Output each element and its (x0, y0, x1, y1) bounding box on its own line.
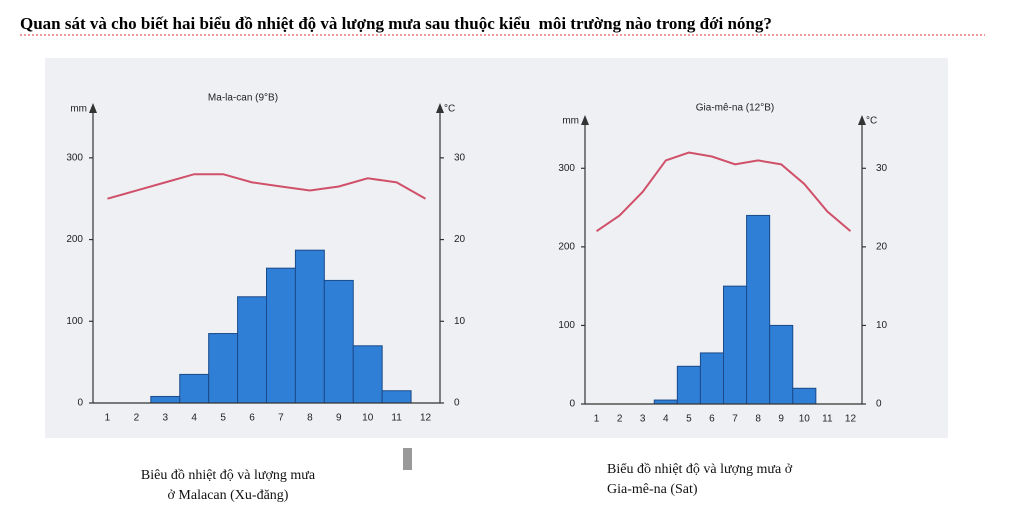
y2-tick-label: 30 (454, 152, 466, 163)
rain-bar (266, 267, 296, 404)
x-tick-label: 11 (391, 413, 402, 424)
x-tick-label: 4 (663, 414, 669, 425)
question: Quan sát và cho biết hai biểu đồ nhiệt đ… (20, 14, 772, 33)
rain-bar (150, 395, 181, 404)
y2-tick-label: 0 (876, 399, 882, 410)
y2-tick-label: 0 (454, 398, 460, 409)
y2-arrow (858, 115, 866, 125)
y-tick-label: 0 (569, 399, 575, 410)
x-tick-label: 12 (420, 413, 432, 424)
x-tick-label: 5 (686, 414, 692, 425)
x-tick-label: 7 (278, 413, 284, 424)
x-tick-label: 10 (362, 413, 374, 424)
chart-title: Gia-mê-na (12°B) (696, 103, 774, 114)
y-tick-label: 200 (66, 234, 83, 245)
temperature-line (107, 173, 427, 200)
cursor-mark (403, 448, 412, 470)
rain-bar (208, 333, 239, 404)
x-tick-label: 2 (617, 414, 623, 425)
caption: Biểu đồ nhiệt độ và lượng mưa ở (607, 462, 793, 477)
x-tick-label: 11 (822, 414, 833, 425)
rain-bar (746, 214, 771, 405)
y2-axis-label: °C (866, 116, 877, 127)
x-tick-label: 3 (163, 413, 169, 424)
y2-tick-label: 20 (454, 234, 466, 245)
y-arrow (89, 103, 97, 113)
x-tick-label: 4 (191, 413, 197, 424)
y-tick-label: 0 (77, 398, 83, 409)
x-tick-label: 3 (640, 414, 646, 425)
rain-bar (676, 365, 701, 405)
y-arrow (581, 115, 589, 125)
y-axis-label: mm (70, 104, 87, 115)
y-tick-label: 300 (558, 163, 575, 174)
x-tick-label: 1 (594, 414, 600, 425)
x-tick-label: 12 (845, 414, 857, 425)
rain-bar (323, 279, 354, 404)
caption: Biêu đồ nhiệt độ và lượng mưa (141, 468, 316, 483)
rain-bar (381, 390, 412, 404)
x-tick-label: 5 (220, 413, 226, 424)
caption: ở Malacan (Xu-đăng) (168, 488, 289, 503)
caption: Gia-mê-na (Sat) (607, 482, 698, 497)
x-tick-label: 8 (307, 413, 313, 424)
y-tick-label: 100 (66, 316, 83, 327)
rain-bar (723, 285, 748, 405)
rain-bar (699, 352, 725, 405)
y-axis-label: mm (562, 116, 579, 127)
x-tick-label: 9 (778, 414, 784, 425)
y2-tick-label: 20 (876, 241, 888, 252)
y2-tick-label: 30 (876, 163, 888, 174)
rain-bar (179, 373, 210, 404)
y2-tick-label: 10 (876, 320, 888, 331)
rain-bar (792, 387, 817, 405)
y2-tick-label: 10 (454, 316, 466, 327)
x-tick-label: 1 (105, 413, 111, 424)
y-tick-label: 300 (66, 152, 83, 163)
x-tick-label: 10 (799, 414, 811, 425)
rain-bar (769, 324, 794, 405)
y2-axis-label: °C (444, 104, 455, 115)
x-tick-label: 6 (709, 414, 715, 425)
rain-bar (237, 296, 267, 404)
y-tick-label: 200 (558, 241, 575, 252)
y-tick-label: 100 (558, 320, 575, 331)
temperature-line (595, 151, 852, 232)
rain-bar (352, 345, 383, 404)
x-tick-label: 7 (732, 414, 738, 425)
y2-arrow (436, 103, 444, 113)
x-tick-label: 9 (336, 413, 342, 424)
x-tick-label: 2 (134, 413, 140, 424)
x-tick-label: 8 (755, 414, 761, 425)
chart-title: Ma-la-can (9°B) (208, 93, 278, 104)
x-tick-label: 6 (249, 413, 255, 424)
rain-bar (294, 249, 325, 404)
